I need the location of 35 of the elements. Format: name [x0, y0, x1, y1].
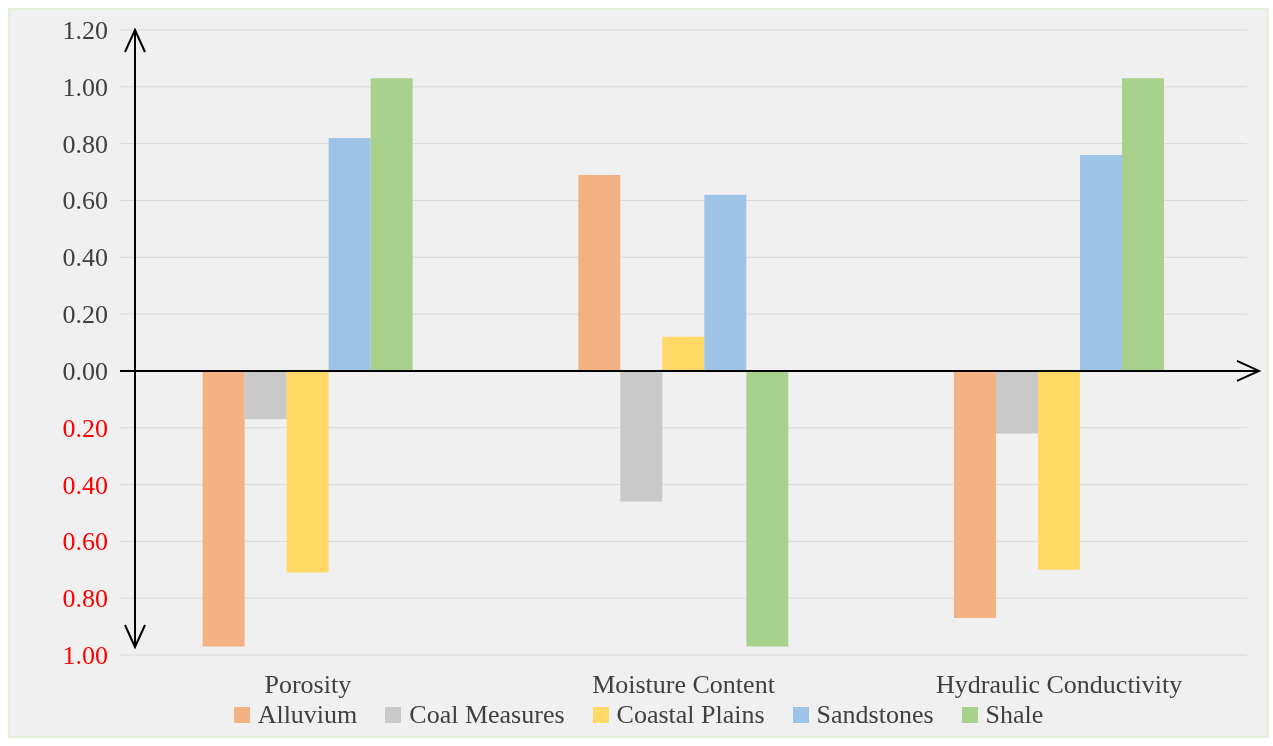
bar — [746, 370, 789, 647]
legend-label: Coal Measures — [409, 700, 565, 730]
legend-label: Alluvium — [257, 700, 358, 730]
legend-label: Shale — [985, 700, 1044, 730]
legend-label: Coastal Plains — [616, 700, 765, 730]
bar — [244, 370, 287, 420]
x-tick-label: Moisture Content — [592, 670, 776, 699]
bar — [286, 370, 329, 573]
bar — [1037, 370, 1080, 570]
y-tick-label: 0.60 — [62, 186, 108, 216]
bar — [704, 194, 747, 371]
bar — [620, 370, 663, 502]
bar — [328, 137, 371, 371]
x-tick-label: Porosity — [264, 670, 352, 699]
y-tick-label: 0.40 — [62, 470, 108, 500]
bar — [202, 370, 245, 647]
legend-label: Sandstones — [816, 700, 934, 730]
x-tick-label: Hydraulic Conductivity — [936, 670, 1183, 699]
bar — [995, 370, 1038, 434]
y-tick-label: 0.20 — [62, 300, 108, 330]
bar — [953, 370, 996, 619]
y-tick-label: 0.40 — [62, 243, 108, 273]
bar — [578, 174, 621, 371]
bar — [1121, 78, 1164, 371]
bar — [1079, 155, 1122, 371]
y-tick-label: 0.00 — [62, 356, 108, 386]
bar — [370, 78, 413, 371]
y-tick-label: 1.00 — [62, 641, 108, 670]
y-tick-label: 1.00 — [62, 72, 108, 102]
bar — [662, 336, 705, 371]
y-tick-label: 1.20 — [62, 16, 108, 45]
y-tick-label: 0.80 — [62, 129, 108, 159]
y-tick-label: 0.20 — [62, 413, 108, 443]
y-tick-label: 0.80 — [62, 584, 108, 614]
y-tick-label: 0.60 — [62, 527, 108, 557]
